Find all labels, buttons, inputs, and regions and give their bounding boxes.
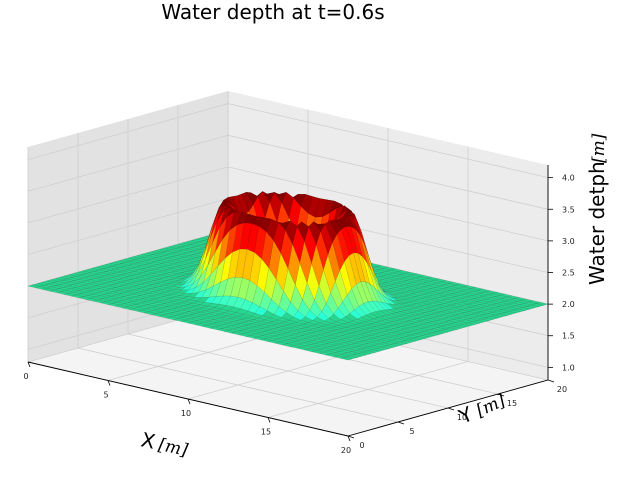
surface-cell bbox=[399, 340, 413, 344]
y-tick-label: 5 bbox=[409, 427, 414, 436]
z-grid-line bbox=[27, 166, 549, 242]
y-tick-mark bbox=[397, 421, 405, 425]
y-tick-mark bbox=[447, 407, 455, 411]
tick-labels: 0 5 10 15 20 0 5 10 15 20 1.0 1.5 2.0 2.5 3.0 3.5 4.0 bbox=[23, 174, 574, 455]
y-tick-mark bbox=[547, 379, 555, 383]
x-axis-label: X [m] bbox=[139, 427, 190, 461]
y-tick-mark bbox=[347, 435, 355, 439]
chart-title: Water depth at t=0.6s bbox=[161, 0, 384, 24]
water-surface bbox=[27, 191, 549, 361]
surface-cell bbox=[431, 331, 444, 335]
x-tick-mark bbox=[27, 361, 31, 368]
z-tick-label: 4.0 bbox=[562, 174, 575, 183]
surface-cell bbox=[458, 323, 471, 328]
z-axis-label-text: Water detph bbox=[585, 161, 609, 285]
y-grid-line bbox=[127, 119, 449, 409]
surface-cell bbox=[522, 306, 535, 310]
surface-cell bbox=[495, 313, 508, 317]
x-tick-label: 10 bbox=[181, 409, 191, 418]
surface-cell bbox=[408, 337, 421, 342]
surface-cell bbox=[499, 312, 513, 316]
surface-cell bbox=[417, 335, 431, 339]
surface-cell bbox=[422, 334, 435, 338]
surface-cell bbox=[531, 303, 544, 307]
x-tick-label: 20 bbox=[341, 446, 351, 455]
z-grid-line bbox=[27, 134, 549, 210]
x-tick-mark bbox=[267, 417, 271, 423]
x-tick-label: 0 bbox=[23, 372, 28, 381]
surface-cell bbox=[481, 317, 494, 321]
z-axis-label: Water detph [m] bbox=[585, 133, 609, 285]
y-tick-label: 15 bbox=[507, 399, 517, 408]
z-tick-label: 1.0 bbox=[562, 363, 575, 372]
x-tick-mark bbox=[187, 398, 191, 405]
x-axis-label-text: X bbox=[139, 427, 158, 453]
z-tick-label: 2.5 bbox=[562, 269, 575, 278]
z-grid-line bbox=[27, 103, 549, 178]
x-tick-mark bbox=[347, 435, 351, 442]
surface-cell bbox=[367, 349, 381, 353]
y-tick-mark bbox=[497, 393, 505, 397]
surface-cell bbox=[358, 351, 371, 356]
surface-cell bbox=[372, 348, 385, 352]
surface-cell bbox=[345, 355, 358, 359]
x-tick-mark bbox=[107, 380, 111, 386]
x-tick-label: 15 bbox=[261, 428, 271, 437]
y-tick-label: 0 bbox=[359, 441, 364, 450]
z-tick-label: 3.0 bbox=[562, 237, 575, 246]
surface-cell bbox=[517, 307, 531, 311]
z-tick-label: 2.0 bbox=[562, 300, 575, 309]
y-tick-label: 10 bbox=[457, 413, 467, 422]
x-axis-unit: [m] bbox=[157, 435, 190, 461]
surface-cell bbox=[381, 345, 394, 349]
x-tick-label: 5 bbox=[103, 391, 108, 400]
z-tick-label: 3.5 bbox=[562, 205, 575, 214]
surface-cell bbox=[349, 354, 363, 358]
z-tick-label: 1.5 bbox=[562, 332, 575, 341]
y-tick-label: 20 bbox=[557, 385, 567, 394]
surface-cell bbox=[440, 329, 453, 333]
surface-cell bbox=[508, 309, 521, 314]
surface-cell bbox=[340, 357, 353, 361]
surface-cell bbox=[390, 343, 403, 347]
y-grid-line bbox=[77, 133, 399, 423]
z-axis-unit: [m] bbox=[589, 133, 609, 163]
surface-cell bbox=[445, 327, 458, 331]
surface-cell bbox=[472, 320, 485, 324]
surface-cell bbox=[449, 326, 463, 330]
surface-cell bbox=[490, 315, 503, 319]
surface-cell bbox=[395, 341, 408, 345]
surface-cell bbox=[467, 321, 481, 325]
